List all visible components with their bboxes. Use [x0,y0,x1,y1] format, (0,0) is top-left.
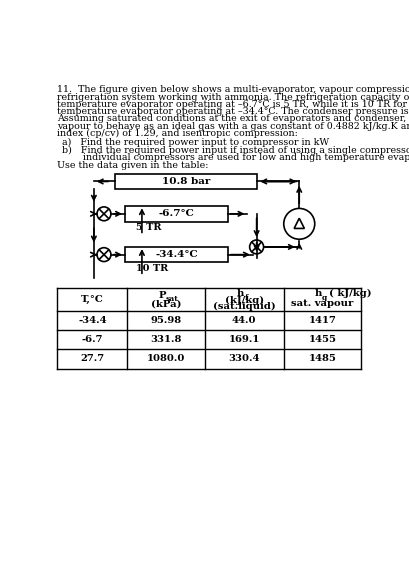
Text: sat: sat [166,295,178,303]
Text: Use the data given in the table:: Use the data given in the table: [57,162,209,171]
Text: Assuming saturated conditions at the exit of evaporators and condenser, ammonia: Assuming saturated conditions at the exi… [57,114,409,123]
Text: 10 TR: 10 TR [136,264,169,273]
Text: -6.7°C: -6.7°C [158,209,194,218]
Text: g: g [321,294,326,302]
Text: 11.  The figure given below shows a multi-evaporator, vapour compression: 11. The figure given below shows a multi… [57,85,409,94]
Text: vapour to behave as an ideal gas with a gas constant of 0.4882 kJ/kg.K and isent: vapour to behave as an ideal gas with a … [57,122,409,131]
Text: h: h [236,289,244,298]
Text: temperature evaporator operating at –6.7°C is 5 TR, while it is 10 TR for the lo: temperature evaporator operating at –6.7… [57,100,409,109]
Text: 1485: 1485 [308,354,336,364]
Text: -34.4°C: -34.4°C [155,250,197,259]
Text: 1417: 1417 [308,316,336,325]
Text: T,°C: T,°C [81,295,103,304]
Text: f: f [244,294,247,302]
Text: 330.4: 330.4 [228,354,259,364]
Text: 5 TR: 5 TR [136,223,162,232]
Text: a)   Find the required power input to compressor in kW: a) Find the required power input to comp… [62,138,328,147]
Text: 10.8 bar: 10.8 bar [162,177,210,186]
Text: 169.1: 169.1 [228,335,259,344]
Text: h: h [315,289,322,298]
Text: sat. vapour: sat. vapour [291,299,353,308]
Text: ( kJ/kg): ( kJ/kg) [328,289,371,298]
Text: 44.0: 44.0 [231,316,256,325]
Text: (kPa): (kPa) [151,299,181,308]
Bar [125,206,227,221]
Text: temperature evaporator operating at –34.4°C. The condenser pressure is 10.8 bar.: temperature evaporator operating at –34.… [57,107,409,116]
Text: index (cp/cv) of 1.29, and isentropic compression:: index (cp/cv) of 1.29, and isentropic co… [57,129,298,138]
Text: b)   Find the required power input if instead of using a single compressor,: b) Find the required power input if inst… [62,146,409,155]
Text: (sat.liquid): (sat.liquid) [212,302,275,311]
Text: individual compressors are used for low and high temperature evaporators.: individual compressors are used for low … [62,154,409,162]
Bar [125,247,227,262]
Text: refrigeration system working with ammonia. The refrigeration capacity of the hig: refrigeration system working with ammoni… [57,93,409,101]
Bar [115,174,257,189]
Text: P: P [158,291,166,300]
Text: 95.98: 95.98 [150,316,181,325]
Text: 1080.0: 1080.0 [146,354,185,364]
Text: 1455: 1455 [308,335,336,344]
Text: 331.8: 331.8 [150,335,181,344]
Text: (kJ/kg): (kJ/kg) [224,296,263,305]
Text: -6.7: -6.7 [81,335,103,344]
Text: -34.4: -34.4 [78,316,106,325]
Text: 27.7: 27.7 [80,354,104,364]
